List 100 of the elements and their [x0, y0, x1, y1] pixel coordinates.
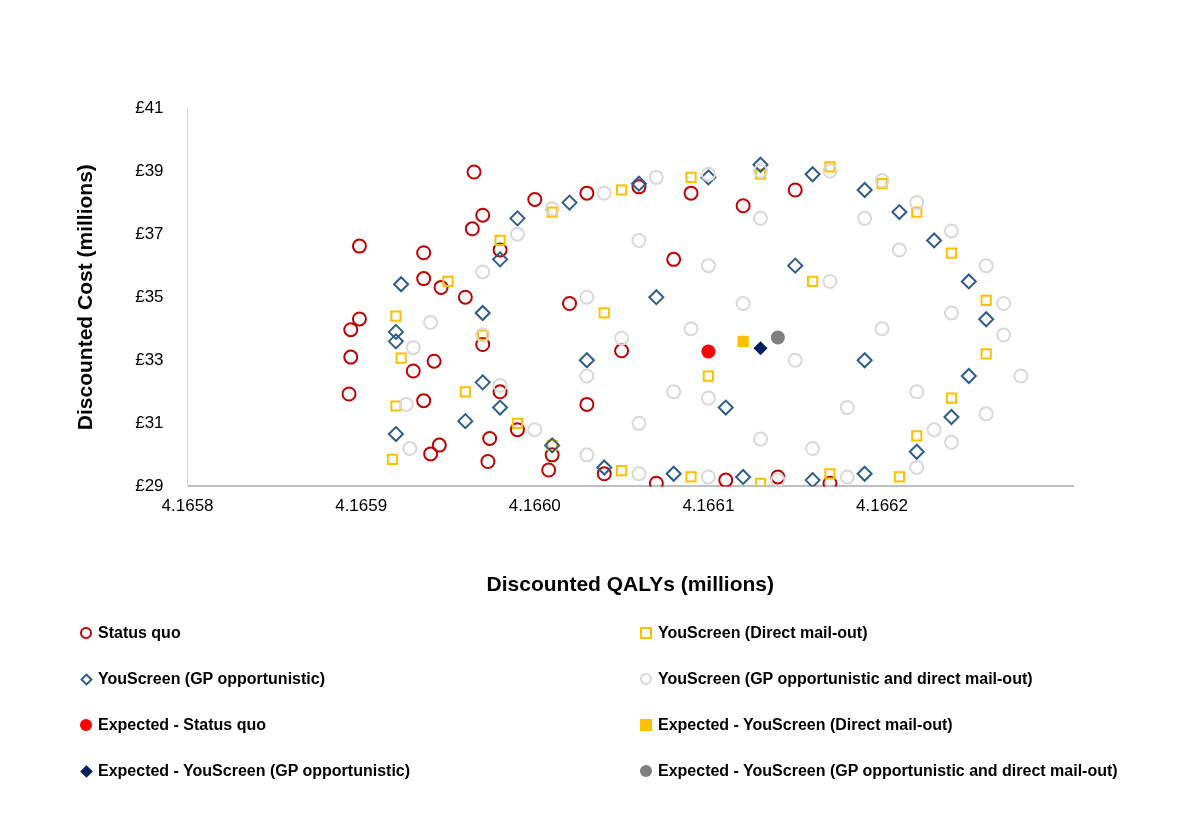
point — [876, 178, 888, 190]
point — [474, 304, 491, 321]
point — [752, 163, 768, 179]
point — [475, 337, 491, 352]
point — [527, 191, 543, 207]
point — [665, 465, 682, 482]
point — [387, 333, 404, 350]
point — [754, 168, 767, 180]
point — [856, 181, 873, 198]
point — [343, 322, 359, 338]
point — [398, 396, 414, 412]
point — [893, 471, 905, 483]
point — [390, 400, 402, 412]
point — [390, 310, 402, 322]
legend-label: Expected - YouScreen (Direct mail-out) — [658, 716, 953, 734]
point — [544, 447, 560, 463]
point — [839, 469, 855, 485]
point — [824, 161, 836, 173]
point — [926, 422, 942, 438]
x-tick-label: 4.1661 — [682, 496, 735, 516]
legend-label: YouScreen (GP opportunistic and direct mail-out) — [658, 670, 1033, 688]
point — [433, 279, 449, 295]
point — [614, 343, 630, 359]
point — [457, 413, 474, 430]
point — [960, 368, 977, 385]
point — [492, 399, 509, 416]
point — [752, 210, 768, 226]
point — [911, 206, 923, 218]
point — [579, 185, 595, 201]
point — [480, 453, 496, 469]
point — [891, 204, 908, 221]
point — [996, 327, 1012, 343]
point — [700, 169, 717, 186]
point — [752, 156, 769, 173]
point — [980, 348, 992, 360]
point — [386, 453, 399, 465]
point — [702, 370, 715, 382]
point — [685, 471, 697, 483]
legend-label: Expected - Status quo — [98, 716, 267, 734]
x-tick-label: 4.1662 — [856, 496, 909, 516]
point — [978, 311, 995, 328]
point — [459, 386, 471, 398]
point — [464, 221, 480, 237]
point — [631, 415, 647, 431]
x-tick-label: 4.1659 — [335, 496, 388, 516]
point — [579, 447, 595, 463]
y-tick-label: £33 — [135, 349, 164, 369]
legend-label: Status quo — [98, 624, 181, 642]
point — [511, 417, 524, 429]
y-tick-label: £29 — [135, 476, 164, 496]
point — [700, 258, 716, 274]
point — [718, 472, 734, 487]
point — [475, 207, 491, 223]
point — [387, 323, 404, 340]
point — [509, 226, 525, 242]
point — [945, 247, 958, 259]
point — [402, 441, 418, 457]
point — [482, 430, 498, 446]
point — [685, 171, 697, 183]
point — [701, 344, 716, 359]
point — [891, 242, 907, 258]
point — [1013, 368, 1029, 384]
point — [806, 275, 819, 288]
point — [911, 430, 923, 442]
point — [509, 422, 525, 438]
point — [416, 271, 432, 287]
point — [666, 251, 682, 267]
point — [666, 384, 682, 400]
point — [960, 273, 977, 290]
y-axis-title: Discounted Cost (millions) — [73, 164, 97, 431]
point — [466, 164, 482, 180]
point — [943, 434, 959, 450]
point — [416, 245, 432, 261]
point — [753, 341, 768, 356]
point — [494, 234, 506, 247]
point — [616, 184, 628, 196]
point — [787, 352, 803, 368]
point — [945, 392, 958, 404]
point — [978, 406, 994, 422]
point — [943, 305, 959, 321]
point — [416, 393, 432, 409]
legend-label: Expected - YouScreen (GP opportunistic and direct mail-out) — [658, 762, 1118, 780]
legend-label: YouScreen (Direct mail-out) — [658, 624, 868, 642]
point — [393, 276, 410, 293]
point — [822, 163, 838, 179]
point — [822, 273, 838, 289]
point — [541, 462, 557, 478]
point — [343, 349, 359, 365]
point — [824, 468, 836, 480]
point — [351, 238, 367, 254]
point — [431, 437, 447, 453]
point — [527, 422, 543, 438]
point — [405, 340, 421, 356]
x-tick-label: 4.1660 — [508, 496, 561, 516]
point — [596, 466, 612, 482]
point — [578, 352, 595, 369]
point — [442, 275, 454, 288]
point — [648, 289, 665, 306]
point — [475, 264, 491, 280]
x-axis-title: Discounted QALYs (millions) — [486, 572, 774, 596]
